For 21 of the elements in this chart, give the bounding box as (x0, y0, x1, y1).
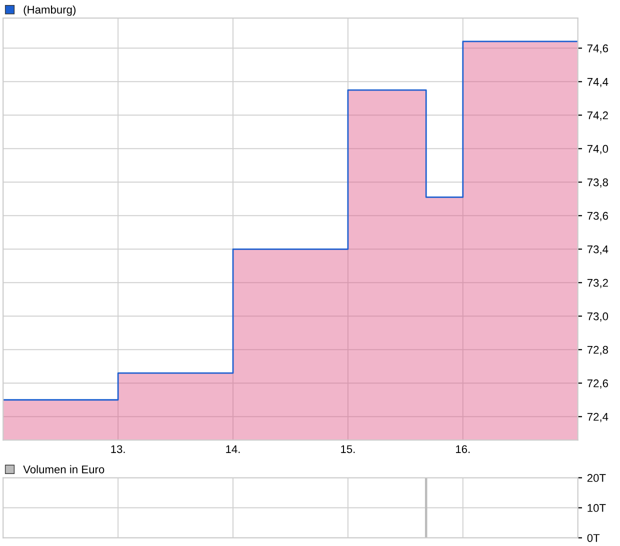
y-tick-label: 74,6 (587, 44, 608, 54)
y-tick-label: 74,2 (587, 111, 608, 121)
y-tick-label: 72,4 (587, 412, 608, 422)
legend-label: (Hamburg) (24, 5, 76, 16)
x-tick-label: 16. (456, 445, 470, 454)
y-tick-label: 72,6 (587, 379, 608, 389)
y-tick-label: 10T (588, 504, 606, 512)
x-tick-label: 14. (226, 445, 240, 453)
y-tick-label: 73,4 (587, 245, 608, 255)
y-tick-label: 74,4 (587, 78, 608, 88)
y-tick-label: 74,0 (587, 144, 608, 154)
legend-label: Volumen in Euro (23, 465, 104, 474)
y-tick-label: 73,6 (587, 212, 608, 222)
y-tick-label: 73,2 (587, 278, 608, 288)
y-tick-label: 73,0 (587, 312, 608, 322)
y-tick-label: 72,8 (587, 346, 608, 356)
y-tick-label: 0T (587, 534, 600, 542)
x-tick-label: 13. (111, 445, 125, 454)
x-tick-label: 15. (341, 445, 355, 454)
y-tick-label: 73,8 (587, 178, 608, 188)
y-tick-label: 20T (587, 474, 606, 482)
